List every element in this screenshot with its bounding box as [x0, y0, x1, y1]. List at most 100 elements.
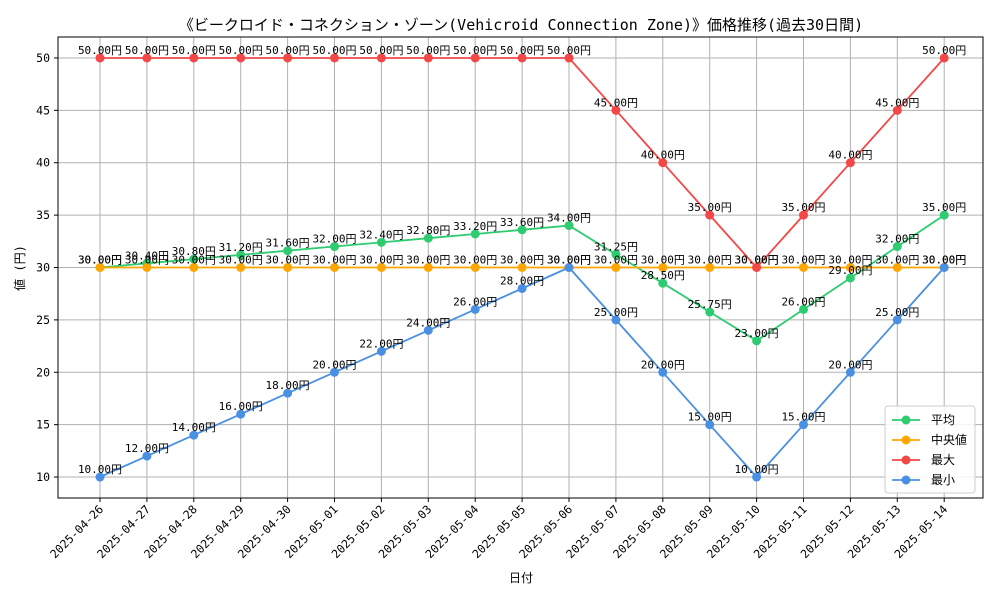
data-point: [799, 304, 808, 314]
data-label: 30.00円: [266, 254, 310, 267]
data-point: [236, 53, 246, 63]
data-point: [658, 367, 668, 377]
data-point: [470, 53, 480, 63]
data-label: 33.60円: [500, 216, 544, 229]
legend-box: [884, 405, 976, 494]
data-label: 30.00円: [406, 254, 450, 267]
data-label: 50.00円: [500, 44, 544, 57]
y-tick-label: 35: [36, 208, 50, 222]
legend-entry: 平均: [931, 413, 955, 427]
data-label: 30.40円: [125, 249, 169, 262]
data-label: 15.00円: [781, 411, 825, 424]
data-label: 32.00円: [875, 233, 919, 246]
data-label: 35.00円: [688, 201, 732, 214]
y-tick-label: 40: [36, 156, 50, 170]
data-point: [283, 388, 293, 398]
data-label: 32.80円: [406, 224, 450, 237]
y-axis-label: 値 (円): [12, 245, 27, 291]
data-label: 30.00円: [594, 254, 638, 267]
data-point: [658, 263, 668, 272]
data-label: 50.00円: [406, 44, 450, 57]
data-label: 30.00円: [688, 254, 732, 267]
data-label: 35.00円: [922, 201, 966, 214]
data-label: 34.00円: [547, 212, 591, 225]
data-label: 30.00円: [547, 254, 591, 267]
data-label: 25.75円: [688, 298, 732, 311]
data-label: 16.00円: [219, 400, 263, 413]
data-label: 10.00円: [735, 463, 779, 476]
data-point: [142, 451, 152, 461]
data-label: 30.00円: [172, 254, 216, 267]
data-point: [423, 263, 433, 272]
data-point: [236, 263, 246, 272]
legend-swatch-marker: [901, 455, 911, 465]
data-label: 30.00円: [78, 254, 122, 267]
data-point: [752, 263, 762, 272]
data-label: 50.00円: [78, 44, 122, 57]
data-point: [376, 346, 386, 356]
data-label: 30.00円: [219, 254, 263, 267]
data-label: 25.00円: [594, 306, 638, 319]
legend-swatch-marker: [901, 475, 911, 485]
data-point: [189, 430, 199, 440]
data-point: [799, 263, 808, 272]
data-label: 50.00円: [172, 44, 216, 57]
data-label: 32.40円: [359, 228, 403, 241]
data-label: 30.00円: [875, 254, 919, 267]
data-point: [799, 420, 808, 430]
legend-entry: 中央値: [931, 432, 967, 447]
data-point: [892, 263, 902, 272]
data-label: 26.00円: [453, 295, 497, 308]
y-tick-label: 50: [36, 51, 50, 65]
data-label: 15.00円: [688, 411, 732, 424]
data-label: 50.00円: [266, 44, 310, 57]
data-point: [423, 53, 433, 63]
data-point: [564, 53, 574, 63]
legend-swatch-marker: [901, 435, 911, 445]
data-label: 40.00円: [641, 149, 685, 162]
data-point: [95, 53, 105, 63]
data-label: 32.00円: [312, 233, 356, 246]
data-label: 31.20円: [219, 241, 263, 254]
legend-swatch-marker: [901, 415, 911, 425]
data-label: 30.80円: [172, 245, 216, 258]
data-label: 28.00円: [500, 274, 544, 287]
data-label: 30.00円: [781, 254, 825, 267]
data-point: [799, 210, 808, 220]
data-point: [236, 250, 246, 260]
data-label: 50.00円: [312, 44, 356, 57]
y-tick-label: 10: [36, 470, 50, 484]
data-label: 23.00円: [735, 327, 779, 340]
data-label: 30.00円: [453, 254, 497, 267]
y-tick-label: 20: [36, 365, 50, 379]
data-label: 30.00円: [547, 254, 591, 267]
data-label: 50.00円: [125, 44, 169, 57]
chart-title: 《ビークロイド・コネクション・ゾーン(Vehicroid Connection …: [179, 16, 863, 34]
data-point: [611, 249, 621, 259]
data-label: 25.00円: [875, 306, 919, 319]
data-point: [564, 221, 574, 231]
data-point: [752, 336, 762, 346]
data-point: [845, 273, 855, 283]
y-axis: 10 15 20 25 30 35 40 45 50: [36, 51, 58, 484]
data-point: [705, 420, 715, 430]
data-label: 30.00円: [500, 254, 544, 267]
data-labels: 30.00円 30.40円 30.80円 31.20円 31.60円 32.00円 32.4…: [78, 44, 966, 476]
data-label: 30.00円: [359, 254, 403, 267]
data-point: [939, 210, 949, 220]
data-label: 20.00円: [641, 358, 685, 371]
data-point: [189, 53, 199, 63]
data-point: [517, 283, 527, 293]
legend-entry: 最小: [931, 473, 955, 487]
data-label: 30.00円: [125, 254, 169, 267]
data-point: [142, 53, 152, 63]
data-label: 29.00円: [828, 264, 872, 277]
data-point: [658, 278, 668, 288]
data-label: 30.00円: [828, 254, 872, 267]
data-point: [611, 315, 621, 325]
data-point: [236, 409, 246, 419]
data-point: [517, 53, 527, 63]
data-point: [939, 263, 949, 272]
